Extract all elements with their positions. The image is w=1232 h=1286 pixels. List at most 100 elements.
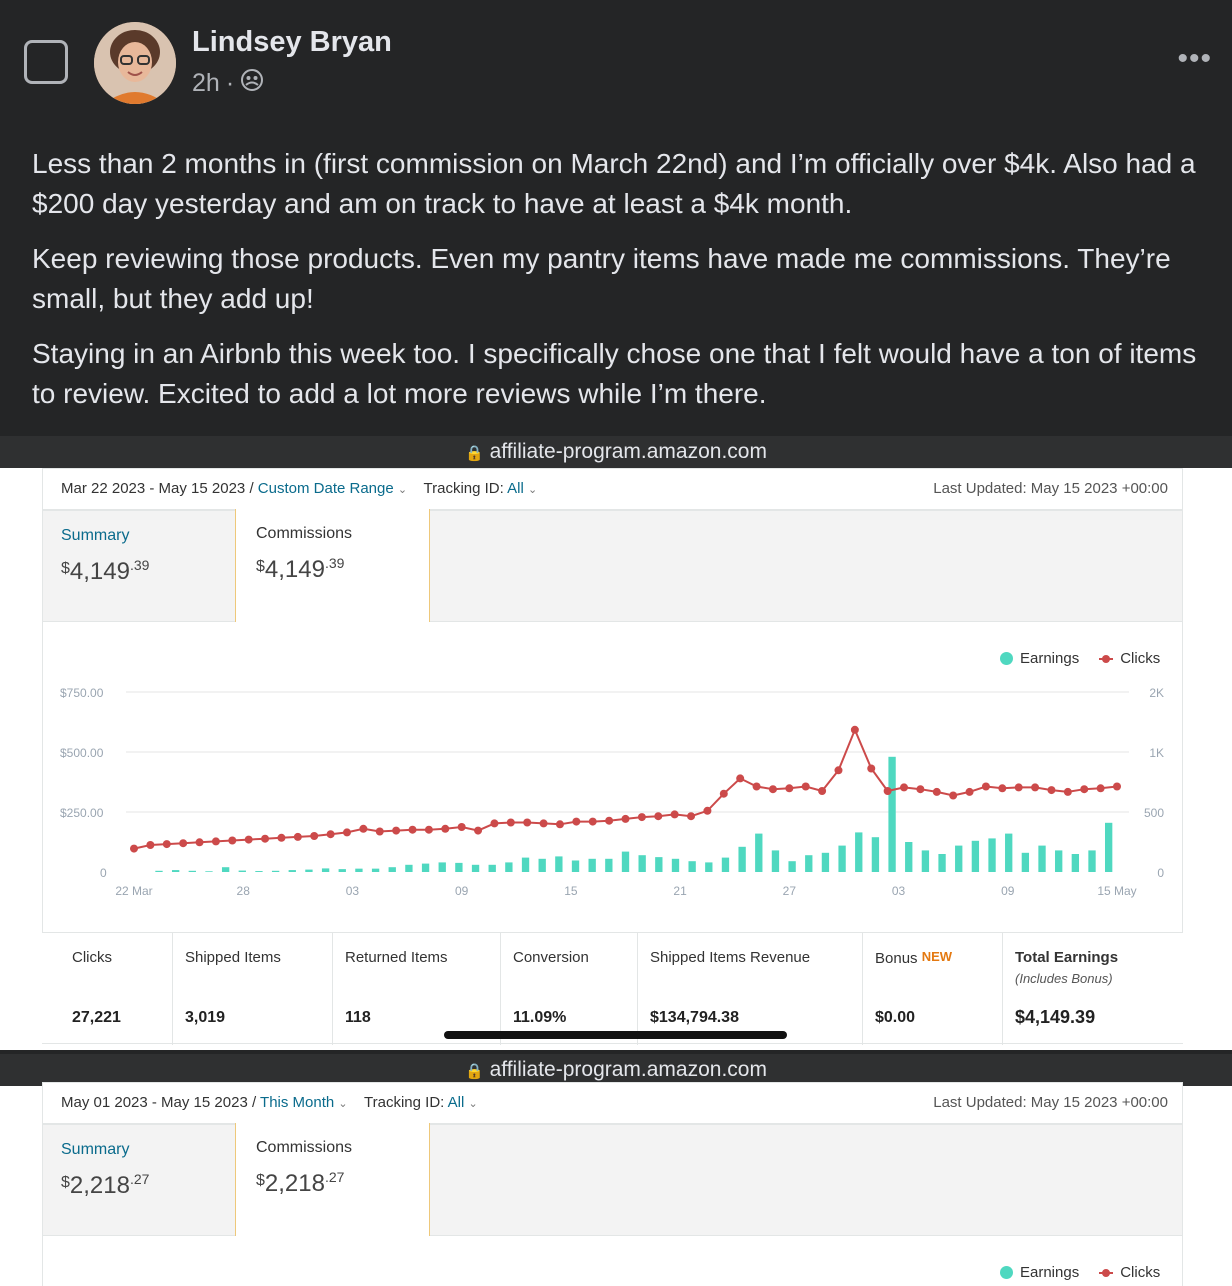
chart-card xyxy=(42,622,1183,932)
earnings-bar xyxy=(855,832,863,872)
commissions-value: $2,218.27 xyxy=(256,1169,345,1197)
earnings-bar xyxy=(288,870,296,872)
earnings-bar xyxy=(721,857,730,872)
clicks-dot-icon xyxy=(1099,1268,1114,1278)
earnings-bar xyxy=(805,855,813,872)
clicks-point xyxy=(719,789,728,798)
summary-label: Summary xyxy=(61,527,130,544)
y-left-tick-label: 0 xyxy=(100,866,107,880)
home-indicator xyxy=(444,1031,787,1039)
post-paragraph: Less than 2 months in (first commission … xyxy=(32,148,1196,219)
checkbox-icon[interactable] xyxy=(24,40,68,84)
clicks-point xyxy=(949,791,958,800)
chart-legend: Earnings Clicks xyxy=(1000,1264,1160,1281)
date-range-dropdown[interactable]: This Month xyxy=(260,1094,335,1111)
earnings-bar xyxy=(438,862,446,872)
x-tick-label: 09 xyxy=(1001,884,1015,898)
clicks-point xyxy=(211,837,220,846)
earnings-bar xyxy=(455,862,463,872)
earnings-bar xyxy=(771,850,780,872)
x-tick-label: 09 xyxy=(455,884,469,898)
earnings-bar xyxy=(1071,854,1080,872)
x-tick-label: 03 xyxy=(892,884,906,898)
earnings-bar xyxy=(255,871,263,872)
stat-clicks: Clicks 27,221 xyxy=(42,933,173,1045)
url-bar: 🔒 affiliate-program.amazon.com xyxy=(0,436,1232,468)
clicks-point xyxy=(1047,786,1056,795)
avatar[interactable] xyxy=(94,22,176,104)
clicks-point xyxy=(1063,787,1072,796)
more-options-icon[interactable]: ••• xyxy=(1177,42,1212,75)
last-updated: Last Updated: May 15 2023 +00:00 xyxy=(933,480,1168,497)
x-tick-label: 21 xyxy=(673,884,687,898)
earnings-bar xyxy=(788,861,796,872)
clicks-point xyxy=(1113,782,1121,791)
legend-clicks[interactable]: Clicks xyxy=(1099,1264,1160,1281)
earnings-bar xyxy=(971,840,980,872)
earnings-bar xyxy=(355,868,363,872)
tracking-id-dropdown[interactable]: All xyxy=(507,480,524,497)
commissions-label: Commissions xyxy=(256,1139,353,1156)
earnings-bar xyxy=(171,870,180,872)
clicks-point xyxy=(392,826,401,835)
clicks-point xyxy=(523,818,532,827)
date-range-bar: May 01 2023 - May 15 2023 / This Month ⌄… xyxy=(42,1082,1183,1124)
summary-tab[interactable]: Summary $4,149.39 xyxy=(61,511,231,623)
earnings-bar xyxy=(271,870,280,872)
clicks-point xyxy=(588,817,597,826)
clicks-point xyxy=(965,787,974,796)
date-range: Mar 22 2023 - May 15 2023 / xyxy=(61,480,254,497)
date-range-dropdown[interactable]: Custom Date Range xyxy=(257,480,394,497)
earnings-bar xyxy=(988,838,996,872)
earnings-bar xyxy=(338,869,346,872)
legend-earnings[interactable]: Earnings xyxy=(1000,1264,1079,1281)
earnings-bar xyxy=(755,833,763,872)
clicks-point xyxy=(326,830,335,839)
y-left-tick-label: $750.00 xyxy=(60,686,104,700)
clicks-point xyxy=(244,835,253,844)
clicks-point xyxy=(359,824,368,833)
chevron-down-icon[interactable]: ⌄ xyxy=(397,484,408,496)
clicks-point xyxy=(1096,784,1105,793)
post-text: Less than 2 months in (first commission … xyxy=(32,144,1212,429)
url-text: affiliate-program.amazon.com xyxy=(489,440,767,463)
earnings-bar xyxy=(605,858,613,872)
post-meta: 2h · xyxy=(192,68,264,99)
y-right-tick-label: 2K xyxy=(1149,686,1164,700)
stat-returned-items: Returned Items 118 xyxy=(333,933,501,1045)
clicks-point xyxy=(654,812,663,821)
clicks-point xyxy=(195,838,204,847)
clicks-point xyxy=(572,817,581,826)
chevron-down-icon[interactable]: ⌄ xyxy=(527,484,538,496)
clicks-point xyxy=(834,766,843,775)
commissions-value: $4,149.39 xyxy=(256,555,345,583)
tracking-label: Tracking ID: xyxy=(423,480,504,497)
chevron-down-icon[interactable]: ⌄ xyxy=(468,1098,478,1110)
x-tick-label: 15 xyxy=(564,884,578,898)
clicks-point xyxy=(621,814,630,823)
author-name[interactable]: Lindsey Bryan xyxy=(192,26,392,58)
date-range: May 01 2023 - May 15 2023 / xyxy=(61,1094,257,1111)
x-tick-label: 28 xyxy=(237,884,251,898)
chevron-down-icon[interactable]: ⌄ xyxy=(338,1098,348,1110)
summary-value: $2,218.27 xyxy=(61,1171,150,1199)
earnings-bar xyxy=(655,857,663,872)
friends-audience-icon[interactable] xyxy=(240,68,264,99)
clicks-point xyxy=(375,827,384,836)
commissions-tab[interactable]: Commissions $2,218.27 xyxy=(235,1123,430,1239)
earnings-bar xyxy=(305,869,313,872)
earnings-bar xyxy=(388,867,396,872)
clicks-point xyxy=(441,824,450,833)
clicks-point xyxy=(900,783,909,792)
legend-earnings[interactable]: Earnings xyxy=(1000,650,1079,667)
clicks-point xyxy=(703,806,712,815)
summary-tab[interactable]: Summary $2,218.27 xyxy=(61,1125,231,1237)
clicks-point xyxy=(293,832,302,841)
tracking-id-dropdown[interactable]: All xyxy=(447,1094,465,1111)
legend-clicks[interactable]: Clicks xyxy=(1099,650,1160,667)
clicks-point xyxy=(261,834,270,843)
commissions-label: Commissions xyxy=(256,525,353,542)
post-time[interactable]: 2h xyxy=(192,69,220,97)
commissions-tab[interactable]: Commissions $4,149.39 xyxy=(235,509,430,625)
clicks-point xyxy=(490,819,499,828)
